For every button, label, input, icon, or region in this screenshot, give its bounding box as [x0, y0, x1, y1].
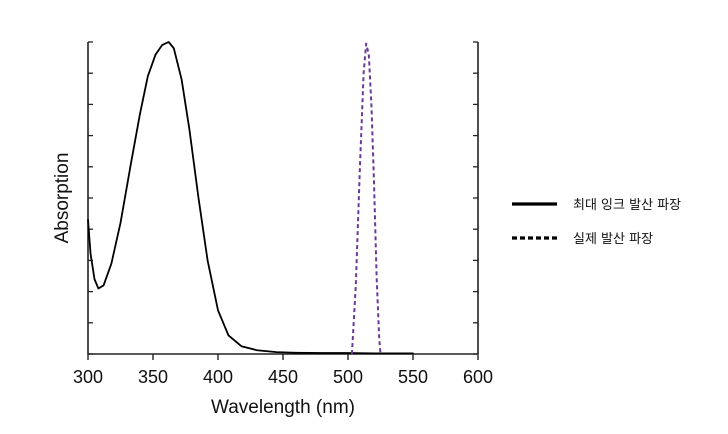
legend-label: 최대 잉크 발산 파장 [573, 198, 681, 213]
x-axis-tick-labels: 300 350 400 450 500 550 600 [73, 367, 493, 387]
left-minor-ticks [88, 41, 93, 355]
x-axis-ticks [87, 354, 479, 360]
x-axis-title: Wavelength (nm) [211, 397, 355, 418]
x-tick-label: 450 [268, 367, 298, 387]
x-tick-label: 500 [333, 367, 363, 387]
x-tick-label: 400 [203, 367, 233, 387]
x-tick-label: 600 [463, 367, 493, 387]
y-axis-title: Absorption [52, 153, 73, 244]
x-tick-label: 350 [138, 367, 168, 387]
x-tick-label: 550 [398, 367, 428, 387]
series-layer [87, 41, 414, 355]
legend-label: 실제 발산 파장 [573, 232, 653, 247]
dashed-series-line [350, 42, 382, 355]
plot-area: 300 350 400 450 500 550 600 [73, 41, 493, 387]
solid-series-line [87, 41, 414, 355]
x-tick-label: 300 [73, 367, 103, 387]
right-minor-ticks [473, 41, 478, 355]
